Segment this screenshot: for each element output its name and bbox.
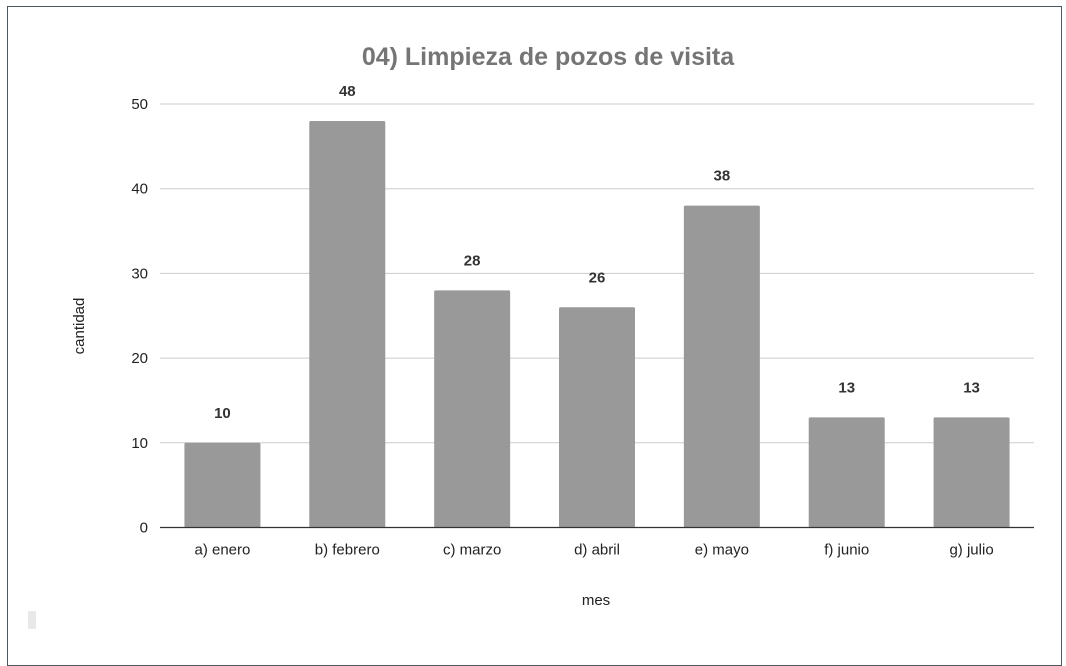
y-axis-ticks: 0 10 20 30 40 50 bbox=[131, 96, 148, 537]
bar-data-label: 13 bbox=[963, 379, 980, 396]
bars bbox=[184, 120, 1010, 528]
y-axis-title: cantidad bbox=[71, 298, 88, 355]
bar-data-label: 13 bbox=[838, 379, 855, 396]
x-tick-label: a) enero bbox=[194, 542, 250, 559]
y-tick-label: 20 bbox=[131, 350, 148, 367]
x-tick-label: f) junio bbox=[824, 542, 869, 559]
bar bbox=[184, 442, 261, 528]
bar-data-label: 26 bbox=[589, 269, 606, 286]
bar bbox=[933, 417, 1010, 528]
bar bbox=[559, 307, 635, 528]
x-tick-label: d) abril bbox=[574, 542, 620, 559]
bar bbox=[309, 120, 386, 528]
bar-data-label: 38 bbox=[714, 168, 731, 185]
chart-frame bbox=[7, 6, 1062, 666]
x-tick-label: g) julio bbox=[949, 542, 993, 559]
bar bbox=[808, 417, 885, 528]
x-axis-ticks: a) enero b) febrero c) marzo d) abril e) may… bbox=[194, 542, 993, 559]
bar bbox=[434, 290, 511, 528]
x-axis-title: mes bbox=[582, 592, 610, 609]
bar-data-label: 10 bbox=[214, 405, 231, 422]
data-labels: 10 48 28 26 38 13 13 bbox=[214, 83, 980, 422]
scroll-artifact bbox=[28, 611, 36, 629]
x-tick-label: b) febrero bbox=[315, 542, 380, 559]
y-tick-label: 40 bbox=[131, 181, 148, 198]
x-tick-label: c) marzo bbox=[443, 542, 501, 559]
chart-title: 04) Limpieza de pozos de visita bbox=[362, 43, 735, 71]
y-tick-label: 50 bbox=[131, 96, 148, 113]
bar bbox=[683, 205, 760, 528]
bar-data-label: 28 bbox=[464, 252, 481, 269]
x-tick-label: e) mayo bbox=[695, 542, 749, 559]
y-tick-label: 0 bbox=[140, 520, 148, 537]
y-tick-label: 10 bbox=[131, 435, 148, 452]
bar-data-label: 48 bbox=[339, 83, 356, 100]
y-tick-label: 30 bbox=[131, 265, 148, 282]
